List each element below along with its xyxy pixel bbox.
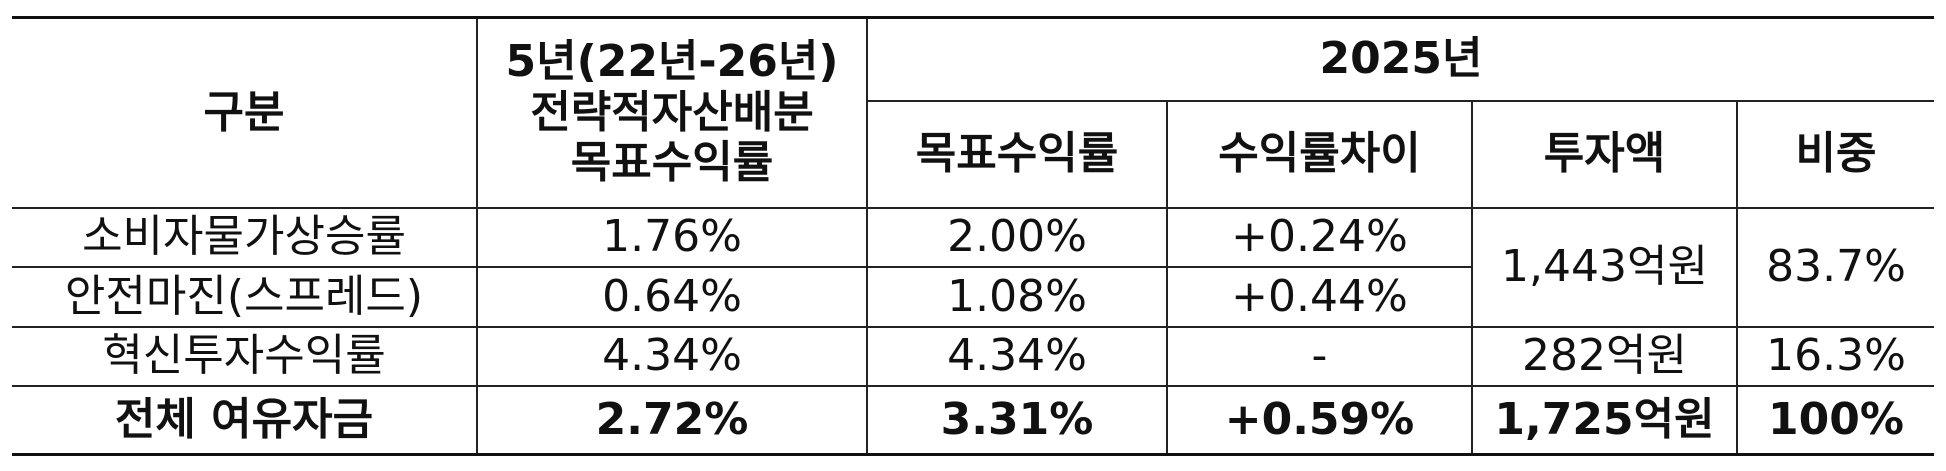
total-target: 3.31% <box>866 385 1168 457</box>
total-category: 전체 여유자금 <box>12 385 478 457</box>
merged-investment: 1,443억원 <box>1471 206 1738 328</box>
row-diff: - <box>1166 325 1473 388</box>
return-table: 구분 5년(22년-26년) 전략적자산배분 목표수익률 2025년 목표수익률… <box>12 15 1935 457</box>
table-row: 소비자물가상승률 1.76% 2.00% +0.24% 1,443억원 83.7… <box>12 206 1935 328</box>
merged-weight: 83.7% <box>1735 206 1935 328</box>
row-diff: +0.24% <box>1166 206 1473 269</box>
row-five-year: 4.34% <box>476 325 868 388</box>
row-category: 안전마진(스프레드) <box>12 266 478 328</box>
row-category: 소비자물가상승률 <box>12 206 478 269</box>
table-row: 안전마진(스프레드) 0.64% 1.08% +0.44% <box>12 266 1934 328</box>
total-row: 전체 여유자금 2.72% 3.31% +0.59% 1,725억원 100% <box>12 385 1935 457</box>
header-return-diff: 수익률차이 <box>1166 100 1473 209</box>
row-target: 4.34% <box>866 325 1168 388</box>
row-category: 혁신투자수익률 <box>12 325 478 388</box>
header-year: 2025년 <box>865 16 1935 103</box>
table-row: 혁신투자수익률 4.34% 4.34% - 282억원 16.3% <box>12 325 1935 388</box>
total-investment: 1,725억원 <box>1471 385 1738 457</box>
row-target: 2.00% <box>866 206 1168 269</box>
header-category: 구분 <box>12 15 478 209</box>
total-weight: 100% <box>1735 385 1935 457</box>
header-target-return: 목표수익률 <box>866 100 1168 209</box>
header-five-year-target: 5년(22년-26년) 전략적자산배분 목표수익률 <box>476 15 868 209</box>
total-diff: +0.59% <box>1166 385 1473 457</box>
total-five-year: 2.72% <box>476 385 868 457</box>
row-target: 1.08% <box>866 266 1168 328</box>
row-diff: +0.44% <box>1166 266 1473 328</box>
row-weight: 16.3% <box>1735 325 1935 388</box>
row-investment: 282억원 <box>1471 325 1738 388</box>
row-five-year: 1.76% <box>476 206 868 269</box>
header-investment: 투자액 <box>1471 100 1738 209</box>
header-weight: 비중 <box>1735 100 1935 209</box>
row-five-year: 0.64% <box>476 266 868 328</box>
